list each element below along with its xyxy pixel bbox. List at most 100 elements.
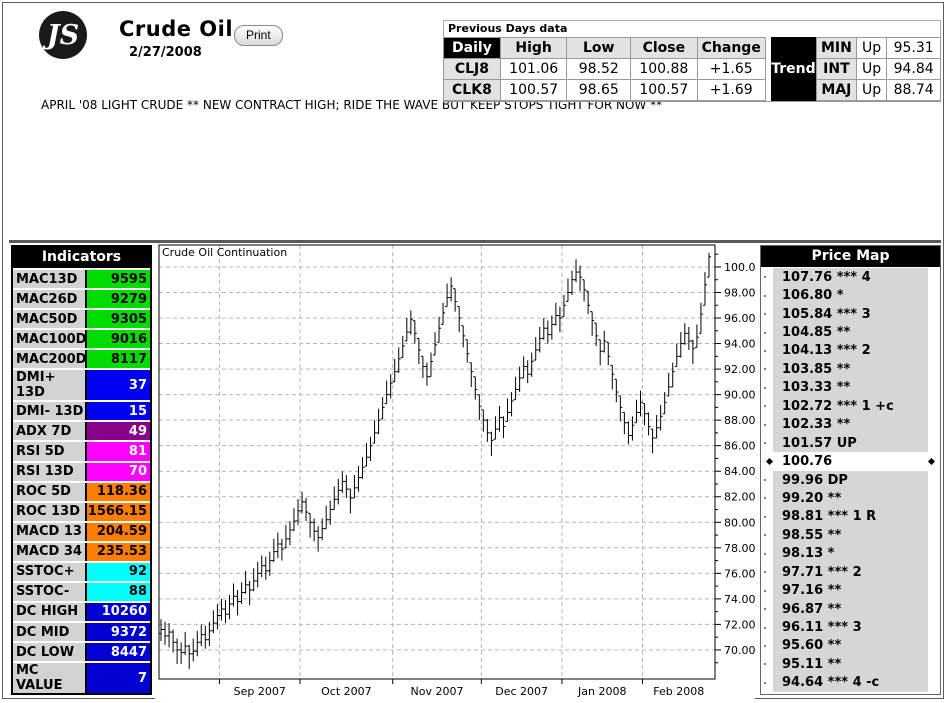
svg-text:Crude Oil Continuation: Crude Oil Continuation xyxy=(162,246,287,259)
indicator-row: MACD 13 204.59 xyxy=(13,520,150,541)
row-tick-icon xyxy=(764,644,766,647)
price-map-row: 95.11 ** xyxy=(764,655,928,674)
svg-text:80.00: 80.00 xyxy=(724,516,755,529)
indicator-value: 9595 xyxy=(85,270,150,289)
change-value: +1.69 xyxy=(696,79,766,101)
indicator-label: MACD 13 xyxy=(13,522,85,541)
svg-text:88.00: 88.00 xyxy=(724,414,755,427)
price-level-text: 106.80 * xyxy=(782,288,844,304)
svg-text:90.00: 90.00 xyxy=(724,389,755,402)
price-map-current-row: 100.76 xyxy=(761,452,940,471)
svg-text:Nov 2007: Nov 2007 xyxy=(411,685,464,698)
contract-row: CLJ8 101.06 98.52 100.88 +1.65 xyxy=(443,58,766,80)
price-level-text: 96.87 ** xyxy=(782,601,842,617)
indicator-label: MAC50D xyxy=(13,310,85,329)
indicator-row: ROC 13D 1566.15 xyxy=(13,500,150,521)
indicator-value: 204.59 xyxy=(85,522,150,541)
svg-text:70.00: 70.00 xyxy=(724,644,755,657)
indicator-row: MACD 34 235.53 xyxy=(13,540,150,561)
price-level-text: 103.85 ** xyxy=(782,361,851,377)
indicator-row: RSI 5D 81 xyxy=(13,440,150,461)
row-tick-icon xyxy=(764,442,766,445)
price-map-row: 96.87 ** xyxy=(764,599,928,619)
close-value: 100.57 xyxy=(630,79,698,101)
low-value: 98.52 xyxy=(566,58,632,80)
svg-text:74.00: 74.00 xyxy=(724,593,755,606)
price-level-text: 99.20 ** xyxy=(782,490,842,506)
indicator-label: DC HIGH xyxy=(13,602,85,621)
price-level-text: 99.96 DP xyxy=(782,472,848,488)
price-map-row: 104.85 ** xyxy=(764,323,928,342)
svg-text:Sep 2007: Sep 2007 xyxy=(234,685,286,698)
trend-row: MIN Up 95.31 xyxy=(815,37,941,59)
price-level-text: 100.76 xyxy=(782,454,833,470)
price-map-row: 96.11 *** 3 xyxy=(764,618,928,637)
price-level-text: 102.72 *** 1 +c xyxy=(782,398,894,414)
indicator-label: DMI- 13D xyxy=(13,402,85,421)
indicator-value: 235.53 xyxy=(85,542,150,561)
trend-direction: Up xyxy=(855,37,888,59)
column-header: Close xyxy=(630,37,698,59)
price-level-text: 107.76 *** 4 xyxy=(782,269,871,285)
previous-days-panel: Previous Days data Daily High Low Close Chan… xyxy=(443,20,941,102)
row-tick-icon xyxy=(764,331,766,334)
indicator-value: 92 xyxy=(85,562,150,581)
contract-label: CLJ8 xyxy=(443,58,501,80)
indicator-row: SSTOC- 88 xyxy=(13,580,150,601)
price-level-text: 94.64 *** 4 -c xyxy=(782,675,880,691)
price-level-text: 98.13 * xyxy=(782,546,835,562)
indicator-label: RSI 5D xyxy=(13,442,85,461)
trend-direction: Up xyxy=(855,58,888,80)
svg-text:94.00: 94.00 xyxy=(724,338,755,351)
indicator-value: 9279 xyxy=(85,290,150,309)
indicator-label: MAC100D xyxy=(13,330,86,349)
previous-days-title: Previous Days data xyxy=(443,20,941,37)
indicator-row: MAC100D 9016 xyxy=(13,328,150,349)
row-tick-icon xyxy=(764,626,766,629)
row-tick-icon xyxy=(764,681,766,684)
row-tick-icon xyxy=(764,405,766,408)
close-value: 100.88 xyxy=(630,58,698,80)
price-map-row: 99.20 ** xyxy=(764,489,928,508)
price-map-row: 102.72 *** 1 +c xyxy=(764,397,928,416)
price-level-text: 97.71 *** 2 xyxy=(782,564,862,580)
price-map-panel: Price Map 107.76 *** 4 106.80 * 105.84 ***… xyxy=(760,245,941,695)
price-map-row: 101.57 UP xyxy=(764,433,928,453)
indicator-row: MAC200D 8117 xyxy=(13,348,150,369)
price-map-row: 98.13 * xyxy=(764,544,928,563)
svg-text:Jan 2008: Jan 2008 xyxy=(577,685,626,698)
indicator-row: DC MID 9372 xyxy=(13,621,150,642)
indicator-row: MAC26D 9279 xyxy=(13,288,150,309)
indicator-row: MAC13D 9595 xyxy=(13,268,150,289)
indicator-value: 8117 xyxy=(85,350,150,369)
price-level-text: 96.11 *** 3 xyxy=(782,620,862,636)
indicator-row: DMI+ 13D 37 xyxy=(13,368,150,401)
indicator-row: MAC50D 9305 xyxy=(13,308,150,329)
price-level-text: 101.57 UP xyxy=(782,435,857,451)
price-level-text: 95.60 ** xyxy=(782,638,842,654)
row-tick-icon xyxy=(764,276,766,279)
row-tick-icon xyxy=(764,313,766,316)
row-tick-icon xyxy=(764,294,766,297)
price-level-text: 95.11 ** xyxy=(782,656,842,672)
indicator-value: 81 xyxy=(85,442,150,461)
price-map-row: 97.16 ** xyxy=(764,581,928,600)
price-level-text: 102.33 ** xyxy=(782,417,851,433)
print-button[interactable]: Print xyxy=(234,25,283,46)
row-tick-icon xyxy=(764,663,766,666)
svg-text:78.00: 78.00 xyxy=(724,542,755,555)
row-tick-icon xyxy=(764,479,766,482)
indicator-value: 9016 xyxy=(85,330,150,349)
price-map-row: 97.71 *** 2 xyxy=(764,563,928,582)
svg-text:Feb 2008: Feb 2008 xyxy=(653,685,704,698)
row-tick-icon xyxy=(764,386,766,389)
svg-text:Oct 2007: Oct 2007 xyxy=(321,685,372,698)
price-map-row: 103.85 ** xyxy=(764,360,928,379)
row-tick-icon xyxy=(764,534,766,537)
svg-text:92.00: 92.00 xyxy=(724,363,755,376)
trend-horizon-label: MAJ xyxy=(815,79,857,101)
trend-row: INT Up 94.84 xyxy=(815,58,941,80)
price-level-text: 98.55 ** xyxy=(782,527,842,543)
contract-row: CLK8 100.57 98.65 100.57 +1.69 xyxy=(443,79,766,101)
price-map-row: 104.13 *** 2 xyxy=(764,341,928,361)
